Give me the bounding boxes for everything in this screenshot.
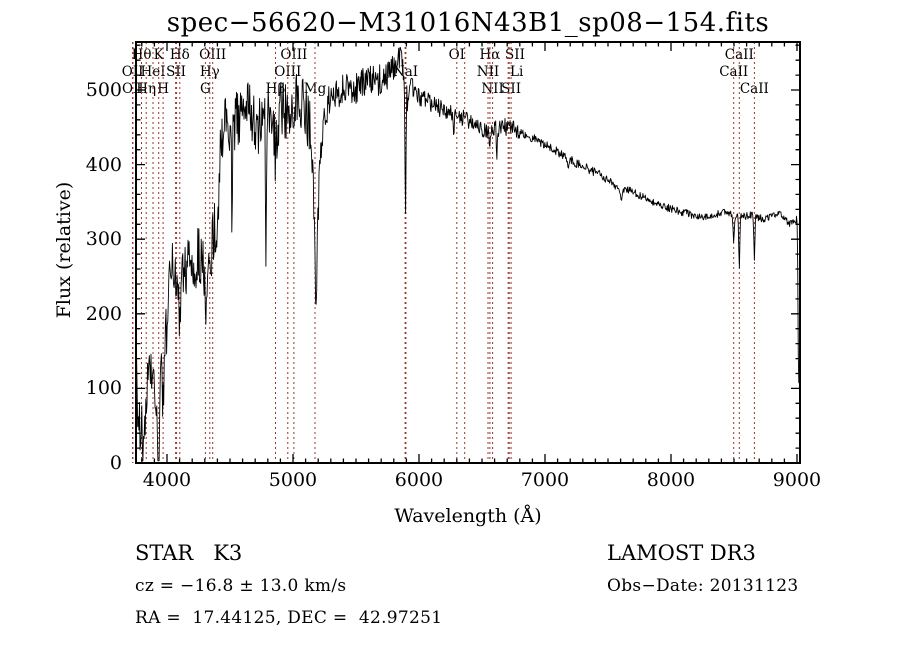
line-label-k: K — [153, 47, 164, 63]
line-label-caii: CaII — [724, 47, 754, 63]
line-label-g: G — [200, 81, 211, 97]
line-label-oiii: OIII — [274, 64, 302, 80]
x-tick-label: 8000 — [646, 469, 696, 491]
plot-title: spec−56620−M31016N43B1_sp08−154.fits — [166, 8, 770, 38]
line-label-hβ: Hβ — [265, 81, 286, 97]
line-label-hα: Hα — [479, 47, 501, 63]
x-tick-label: 7000 — [520, 469, 570, 491]
x-axis-title: Wavelength (Å) — [394, 505, 542, 527]
y-tick-label: 400 — [85, 153, 122, 176]
line-label-oiii: OIII — [280, 47, 308, 63]
y-tick-label: 0 — [109, 452, 122, 474]
spectrum-trace — [135, 47, 801, 462]
line-label-li: Li — [509, 64, 524, 80]
cz-value-label: cz = −16.8 ± 13.0 km/s — [135, 576, 347, 596]
line-label-sii: SII — [166, 64, 187, 80]
y-tick-label: 300 — [85, 228, 122, 251]
object-class-label: STAR K3 — [135, 541, 243, 565]
line-label-nai: NaI — [392, 64, 419, 80]
x-tick-label: 5000 — [268, 469, 318, 491]
line-label-sii: SII — [501, 81, 522, 97]
line-label-hei: HeI — [140, 64, 166, 80]
line-label-nii: NII — [476, 64, 500, 80]
plot-frame — [135, 41, 801, 464]
line-label-hγ: Hγ — [199, 64, 220, 80]
line-label-oiii: OIII — [199, 47, 227, 63]
spectral-line-marker-lines — [132, 42, 755, 463]
y-axis-title: Flux (relative) — [53, 181, 75, 319]
x-tick-label: 4000 — [142, 469, 192, 491]
obs-date-label: Obs−Date: 20131123 — [607, 576, 799, 596]
line-label-mg: Mg — [303, 81, 327, 97]
line-label-hη: Hη — [136, 81, 157, 97]
line-label-sii: SII — [505, 47, 525, 63]
line-label-hθ: Hθ — [131, 47, 152, 63]
line-label-hδ: Hδ — [169, 47, 190, 63]
line-label-caii: CaII — [739, 81, 769, 97]
survey-release-label: LAMOST DR3 — [607, 541, 756, 565]
line-label-oi: OI — [448, 47, 465, 63]
ra-dec-label: RA = 17.44125, DEC = 42.97251 — [135, 608, 443, 628]
y-tick-label: 100 — [85, 377, 122, 400]
y-tick-label: 500 — [85, 79, 122, 101]
line-label-h: H — [157, 81, 169, 97]
axis-ticks — [136, 42, 800, 464]
x-tick-label: 9000 — [772, 469, 822, 491]
x-tick-label: 6000 — [394, 469, 444, 491]
line-label-caii: CaII — [719, 64, 749, 80]
y-tick-label: 200 — [85, 302, 122, 325]
